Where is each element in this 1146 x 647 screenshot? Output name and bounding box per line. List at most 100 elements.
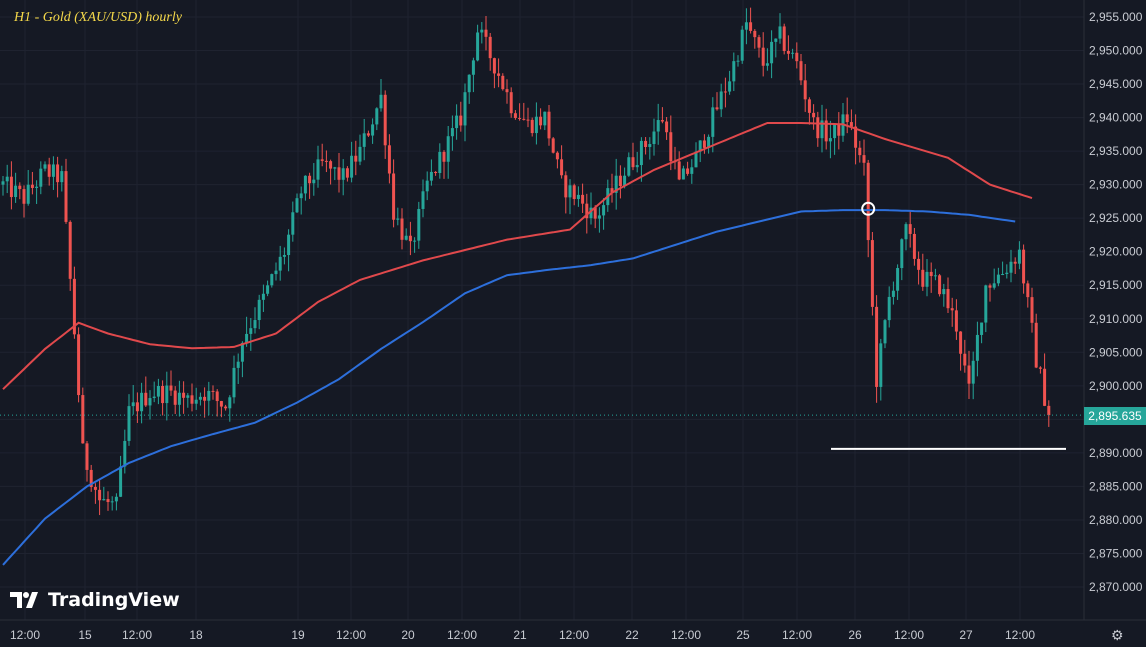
candle-body xyxy=(648,144,652,148)
candle-body xyxy=(518,117,522,119)
candle-body xyxy=(480,29,484,33)
candle-body xyxy=(904,224,908,240)
candle-body xyxy=(497,73,501,76)
candle-body xyxy=(228,397,232,409)
candle-body xyxy=(862,155,866,163)
candle-body xyxy=(371,124,375,136)
gear-icon[interactable]: ⚙ xyxy=(1111,627,1124,643)
candle-body xyxy=(879,343,883,387)
candle-body xyxy=(749,22,753,31)
y-tick-label: 2,890.000 xyxy=(1089,446,1143,460)
candle-body xyxy=(26,184,30,204)
candle-body xyxy=(652,131,656,145)
candle-body xyxy=(1030,297,1034,323)
candle-body xyxy=(203,396,207,401)
candle-body xyxy=(715,107,719,110)
y-tick-label: 2,885.000 xyxy=(1089,479,1143,493)
candle-body xyxy=(219,401,223,407)
candle-body xyxy=(282,255,286,257)
candle-body xyxy=(68,221,72,279)
y-tick-label: 2,940.000 xyxy=(1089,111,1143,125)
candle-body xyxy=(967,365,971,384)
candle-body xyxy=(975,334,979,361)
x-tick-label: 19 xyxy=(291,628,305,642)
candle-body xyxy=(803,80,807,100)
candle-body xyxy=(442,151,446,162)
candle-body xyxy=(35,186,39,188)
candle-body xyxy=(711,107,715,137)
candle-body xyxy=(22,189,26,204)
candle-body xyxy=(320,159,324,161)
candle-body xyxy=(417,208,421,241)
candle-body xyxy=(774,38,778,42)
candle-body xyxy=(438,151,442,174)
candle-body xyxy=(299,193,303,199)
candle-body xyxy=(123,440,127,467)
candle-body xyxy=(732,61,736,82)
candle-body xyxy=(324,160,328,162)
candle-body xyxy=(761,47,765,66)
candle-body xyxy=(471,60,475,75)
candle-body xyxy=(530,119,534,134)
x-tick-label: 12:00 xyxy=(559,628,589,642)
moving-average-fast xyxy=(2,122,1033,390)
y-tick-label: 2,900.000 xyxy=(1089,379,1143,393)
candle-body xyxy=(564,175,568,198)
candle-body xyxy=(501,75,505,90)
tradingview-logo[interactable]: TradingView xyxy=(10,589,180,611)
candle-body xyxy=(1,181,5,185)
candle-body xyxy=(144,392,148,406)
candle-body xyxy=(291,212,295,235)
candle-body xyxy=(1001,274,1005,276)
candle-body xyxy=(677,161,681,180)
candle-body xyxy=(18,185,22,190)
y-tick-label: 2,870.000 xyxy=(1089,580,1143,594)
candle-body xyxy=(980,322,984,335)
candle-body xyxy=(950,308,954,311)
candle-body xyxy=(744,22,748,30)
candle-body xyxy=(358,146,362,162)
candle-body xyxy=(236,361,240,368)
candle-body xyxy=(278,256,282,271)
candle-body xyxy=(467,74,471,93)
x-tick-label: 15 xyxy=(78,628,92,642)
candle-body xyxy=(396,218,400,220)
candle-body xyxy=(639,140,643,166)
candle-body xyxy=(60,171,64,183)
candles xyxy=(1,7,1051,516)
candle-body xyxy=(971,360,975,384)
candle-body xyxy=(232,367,236,398)
candle-body xyxy=(337,167,341,180)
candle-body xyxy=(740,29,744,61)
candle-body xyxy=(1017,249,1021,264)
candle-body xyxy=(492,58,496,74)
candle-body xyxy=(602,205,606,216)
candle-body xyxy=(854,126,858,148)
candle-body xyxy=(791,52,795,54)
candle-body xyxy=(963,353,967,366)
candle-body xyxy=(1022,249,1026,284)
candle-body xyxy=(1047,405,1051,416)
candle-body xyxy=(5,176,9,182)
candle-body xyxy=(870,240,874,307)
candle-body xyxy=(400,218,404,240)
candle-body xyxy=(408,235,412,242)
candle-body xyxy=(148,398,152,406)
candle-body xyxy=(959,331,963,354)
candle-body xyxy=(287,234,291,256)
candle-body xyxy=(891,290,895,297)
candle-body xyxy=(572,185,576,199)
candle-body xyxy=(996,274,1000,284)
y-tick-label: 2,910.000 xyxy=(1089,312,1143,326)
candle-body xyxy=(824,120,828,142)
candle-body xyxy=(30,184,34,188)
x-tick-label: 12:00 xyxy=(1005,628,1035,642)
candle-body xyxy=(921,269,925,287)
candle-body xyxy=(266,285,270,294)
candle-body xyxy=(459,115,463,126)
candle-body xyxy=(135,402,139,412)
candle-body xyxy=(585,203,589,219)
candle-body xyxy=(404,235,408,240)
candle-body xyxy=(425,180,429,192)
